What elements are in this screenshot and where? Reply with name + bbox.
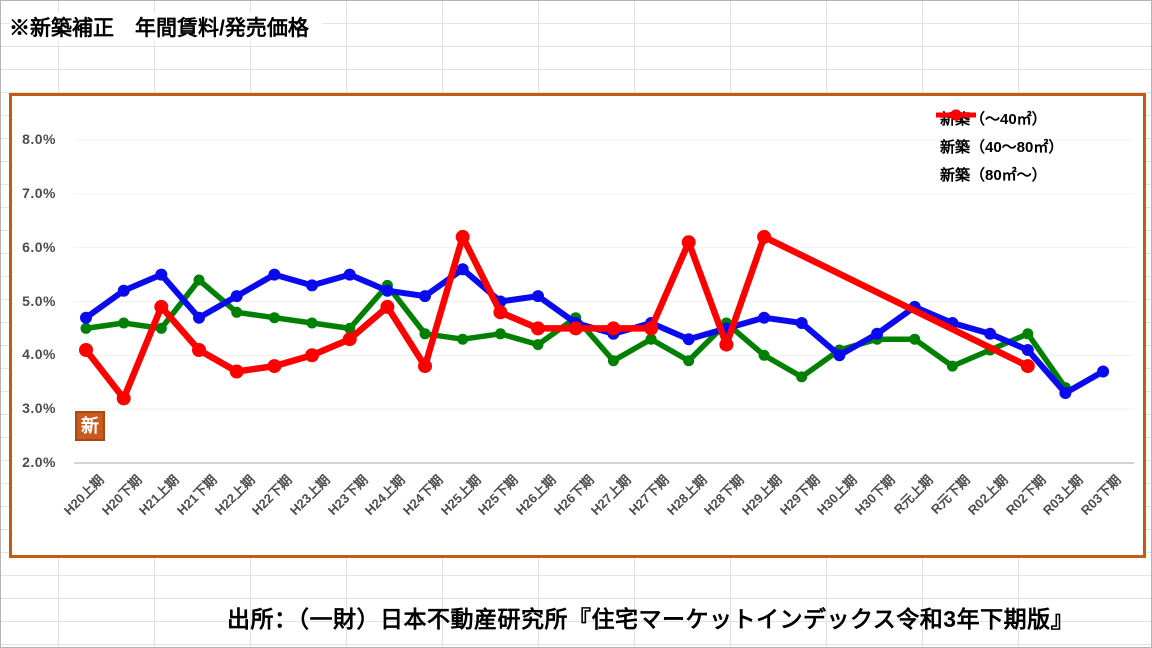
data-point-marker (493, 305, 508, 320)
data-point-marker (681, 235, 696, 250)
series-line (82, 233, 1032, 402)
data-point-marker (343, 268, 356, 281)
data-point-marker (154, 299, 169, 314)
data-point-marker (719, 337, 734, 352)
data-point-marker (118, 317, 130, 329)
data-point-marker (268, 312, 280, 324)
data-point-marker (117, 284, 130, 297)
data-point-marker (380, 299, 395, 314)
data-point-marker (80, 311, 92, 324)
data-point-marker (342, 332, 357, 347)
data-point-marker (795, 317, 808, 329)
data-point-marker (1021, 344, 1034, 356)
data-point-marker (155, 322, 167, 334)
chart-object[interactable]: 8.0% 7.0% 6.0% 5.0% 4.0% 3.0% 2.0% H20上期 H20下期 H… (9, 93, 1146, 558)
data-point-marker (1097, 365, 1110, 378)
data-point-marker (946, 360, 958, 372)
y-axis-tick-label: 6.0% (22, 238, 56, 255)
y-axis-tick-label: 8.0% (22, 131, 56, 148)
data-point-marker (230, 290, 243, 303)
data-point-marker (757, 229, 772, 244)
data-point-marker (532, 290, 544, 303)
source-note: 出所：（一財）日本不動産研究所『住宅マーケットインデックス令和3年下期版』 (227, 606, 1075, 632)
data-point-marker (268, 268, 281, 281)
data-point-marker (419, 290, 431, 303)
data-point-marker (419, 328, 431, 340)
data-point-marker (267, 359, 282, 374)
data-point-marker (494, 328, 506, 340)
legend-item: 新築（80㎡～） (934, 109, 1063, 184)
data-point-marker (231, 306, 243, 318)
legend-label: 新築（40～80㎡） (940, 138, 1064, 156)
data-point-marker (683, 355, 695, 367)
data-point-marker (1020, 359, 1035, 374)
y-axis-tick-label: 4.0% (22, 346, 56, 363)
data-point-marker (909, 333, 921, 345)
new-stamp-icon: 新 (75, 411, 105, 441)
data-point-marker (229, 364, 244, 379)
data-point-marker (1022, 328, 1034, 340)
data-point-marker (606, 321, 621, 336)
data-point-marker (568, 321, 583, 336)
data-point-marker (833, 349, 846, 362)
data-point-marker (531, 321, 545, 336)
data-point-marker (193, 274, 205, 286)
data-point-marker (418, 359, 432, 374)
data-point-marker (457, 333, 469, 345)
data-point-marker (644, 321, 659, 336)
data-point-marker (306, 279, 318, 292)
data-point-marker (645, 333, 657, 345)
data-point-marker (456, 263, 469, 276)
data-point-marker (984, 327, 997, 340)
data-point-marker (1059, 387, 1072, 399)
data-point-marker (455, 229, 470, 244)
y-axis-tick-label: 5.0% (22, 292, 56, 309)
data-point-marker (381, 284, 394, 297)
y-axis-tick-label: 3.0% (22, 400, 56, 417)
chart-legend: 新築（～40㎡） 新築（40～80㎡） 新築（80㎡～） (934, 108, 1063, 192)
legend-item: 新築（40～80㎡） (934, 109, 1064, 156)
data-point-marker (871, 327, 884, 340)
data-point-marker (607, 355, 619, 367)
y-axis-tick-label: 2.0% (22, 454, 56, 470)
legend-marker-icon (936, 109, 976, 121)
data-point-marker (155, 268, 168, 281)
data-point-marker (116, 391, 131, 406)
data-point-marker (682, 333, 695, 346)
title-cell: ※新築補正 年間賃料/発売価格 (9, 12, 323, 42)
data-point-marker (758, 311, 771, 324)
line-chart-plot (74, 139, 1134, 464)
data-point-marker (796, 371, 808, 383)
data-point-marker (305, 348, 319, 363)
data-point-marker (532, 339, 544, 351)
y-axis-tick-label: 7.0% (22, 184, 56, 201)
data-point-marker (193, 311, 205, 324)
data-point-marker (79, 343, 93, 357)
data-point-marker (344, 322, 356, 334)
data-point-marker (306, 317, 318, 329)
data-point-marker (80, 322, 92, 334)
legend-label: 新築（80㎡～） (940, 166, 1047, 184)
data-point-marker (758, 349, 770, 361)
data-point-marker (192, 343, 206, 357)
